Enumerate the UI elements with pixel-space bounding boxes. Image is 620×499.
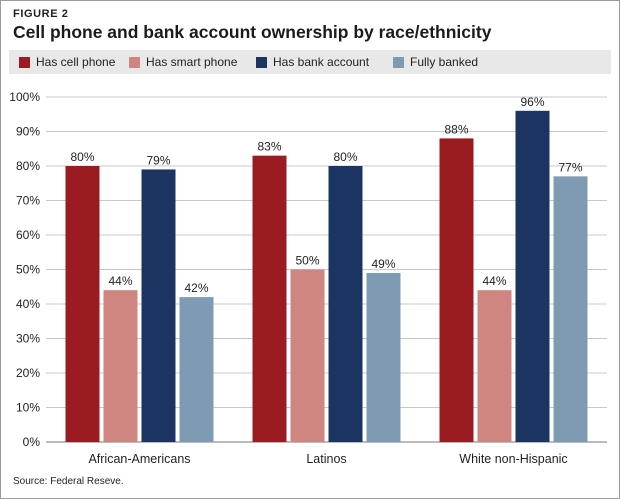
data-label-has-bank-account-white-non-hispanic: 96% bbox=[520, 95, 544, 109]
data-label-has-bank-account-african-americans: 79% bbox=[146, 153, 170, 167]
data-label-has-cell-phone-white-non-hispanic: 88% bbox=[444, 122, 468, 136]
bar-has-cell-phone-white-non-hispanic bbox=[439, 138, 474, 442]
legend-label-fully-banked: Fully banked bbox=[410, 55, 479, 69]
bar-fully-banked-white-non-hispanic bbox=[553, 176, 588, 442]
source-note: Source: Federal Reseve. bbox=[13, 476, 124, 487]
data-label-has-bank-account-latinos: 80% bbox=[333, 150, 357, 164]
x-category-label: White non-Hispanic bbox=[459, 452, 567, 466]
bar-has-smart-phone-white-non-hispanic bbox=[477, 290, 512, 442]
y-tick-label: 40% bbox=[16, 297, 40, 311]
legend-swatch-has-smart-phone bbox=[129, 56, 140, 68]
legend-label-has-cell-phone: Has cell phone bbox=[36, 55, 116, 69]
bar-has-bank-account-latinos bbox=[328, 166, 363, 442]
legend-swatch-has-cell-phone bbox=[19, 56, 30, 68]
y-tick-label: 30% bbox=[16, 332, 40, 346]
data-label-has-smart-phone-african-americans: 44% bbox=[108, 274, 132, 288]
legend-label-has-smart-phone: Has smart phone bbox=[146, 55, 238, 69]
y-tick-label: 0% bbox=[23, 435, 41, 449]
legend-item-has-smart-phone: Has smart phone bbox=[129, 50, 237, 74]
x-category-label: Latinos bbox=[306, 452, 346, 466]
bar-has-smart-phone-african-americans bbox=[103, 290, 138, 442]
y-tick-label: 50% bbox=[16, 263, 40, 277]
y-tick-label: 100% bbox=[9, 90, 40, 104]
legend: Has cell phone Has smart phone Has bank … bbox=[9, 50, 611, 74]
legend-swatch-fully-banked bbox=[393, 56, 404, 68]
legend-item-fully-banked: Fully banked bbox=[393, 50, 478, 74]
bar-has-bank-account-white-non-hispanic bbox=[515, 110, 550, 443]
data-label-has-smart-phone-latinos: 50% bbox=[295, 254, 319, 268]
bar-has-smart-phone-latinos bbox=[290, 269, 325, 442]
y-tick-label: 80% bbox=[16, 159, 40, 173]
bar-fully-banked-latinos bbox=[366, 272, 401, 442]
bar-has-cell-phone-latinos bbox=[252, 155, 287, 442]
y-tick-label: 10% bbox=[16, 401, 40, 415]
y-tick-label: 90% bbox=[16, 125, 40, 139]
data-label-has-cell-phone-latinos: 83% bbox=[257, 140, 281, 154]
figure-label: FIGURE 2 bbox=[13, 8, 69, 20]
y-tick-label: 60% bbox=[16, 228, 40, 242]
data-label-has-cell-phone-african-americans: 80% bbox=[70, 150, 94, 164]
y-tick-label: 70% bbox=[16, 194, 40, 208]
bar-has-bank-account-african-americans bbox=[141, 169, 176, 442]
legend-item-has-cell-phone: Has cell phone bbox=[19, 50, 115, 74]
y-tick-label: 20% bbox=[16, 366, 40, 380]
data-label-fully-banked-latinos: 49% bbox=[371, 257, 395, 271]
x-category-label: African-Americans bbox=[88, 452, 190, 466]
data-label-fully-banked-african-americans: 42% bbox=[184, 281, 208, 295]
legend-swatch-has-bank-account bbox=[256, 56, 267, 68]
data-label-fully-banked-white-non-hispanic: 77% bbox=[558, 160, 582, 174]
data-label-has-smart-phone-white-non-hispanic: 44% bbox=[482, 274, 506, 288]
legend-item-has-bank-account: Has bank account bbox=[256, 50, 369, 74]
legend-label-has-bank-account: Has bank account bbox=[273, 55, 370, 69]
bar-fully-banked-african-americans bbox=[179, 297, 214, 442]
bar-has-cell-phone-african-americans bbox=[65, 166, 100, 442]
chart-title: Cell phone and bank account ownership by… bbox=[13, 22, 492, 42]
